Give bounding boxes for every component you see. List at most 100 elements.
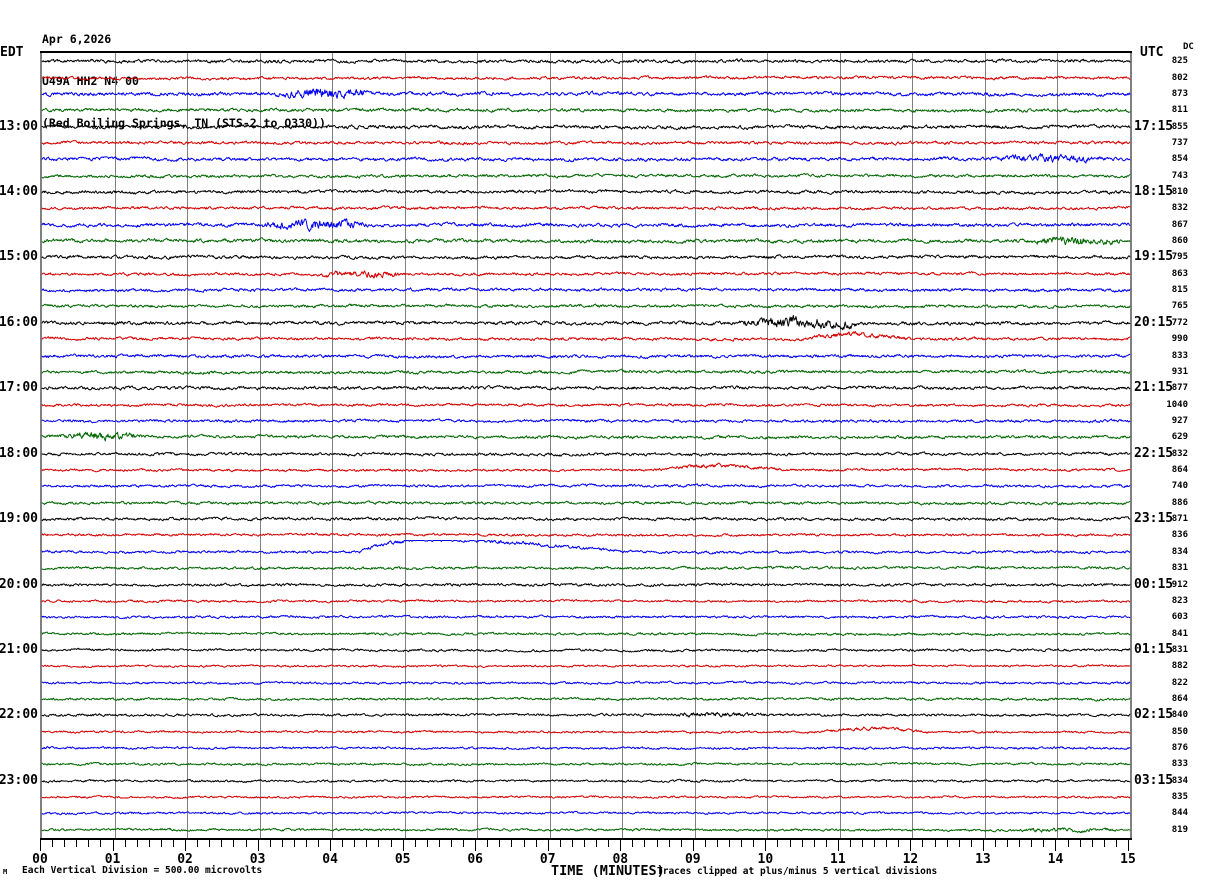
dc-value: 815 [1171, 285, 1188, 296]
left-timezone-label: EDT [0, 45, 24, 60]
edt-time-label: 17:00 [0, 380, 38, 396]
x-tick-minor [148, 840, 150, 847]
dc-value: 740 [1171, 481, 1188, 492]
x-tick-minor [1079, 840, 1081, 847]
dc-value: 833 [1171, 759, 1188, 770]
dc-value: 840 [1171, 710, 1188, 721]
utc-time-label: 23:15 [1134, 511, 1174, 527]
x-tick-label: 05 [394, 852, 411, 867]
seismic-trace [41, 254, 1131, 294]
x-tick-minor [1067, 840, 1069, 847]
x-tick-label: 06 [467, 852, 484, 867]
seismic-trace [41, 139, 1131, 179]
x-tick-minor [76, 840, 78, 847]
x-tick-minor [305, 840, 307, 847]
x-tick-minor [378, 840, 380, 847]
x-tick-minor [523, 840, 525, 847]
x-tick-label: 09 [684, 852, 701, 867]
x-tick-minor [934, 840, 936, 847]
x-tick-minor [233, 840, 235, 847]
gridline-minute-03 [259, 53, 261, 838]
dc-value: 834 [1171, 775, 1188, 786]
x-tick-label: 15 [1120, 852, 1136, 867]
x-axis-ticks [40, 840, 1129, 852]
seismic-trace [41, 205, 1131, 245]
x-tick-minor [608, 840, 610, 847]
seismic-trace [41, 515, 1131, 555]
edt-time-label: 21:00 [0, 641, 38, 657]
seismic-trace [41, 646, 1131, 686]
edt-time-label: 16:00 [0, 314, 38, 330]
x-tick-label: 14 [1047, 852, 1064, 867]
seismic-trace [41, 565, 1131, 605]
dc-value: 795 [1171, 252, 1188, 263]
utc-time-label: 21:15 [1134, 380, 1174, 396]
seismogram-plot-area[interactable] [40, 53, 1132, 838]
dc-value: 823 [1171, 595, 1188, 606]
edt-time-label: 23:00 [0, 772, 38, 788]
x-tick-minor [535, 840, 537, 847]
x-tick-minor [584, 840, 585, 847]
gridline-minute-11 [839, 53, 841, 838]
x-tick-minor [680, 840, 682, 847]
x-tick-minor [753, 840, 755, 847]
seismic-trace [41, 172, 1131, 212]
x-tick-minor [946, 840, 948, 847]
clipping-note: Traces clipped at plus/minus 5 vertical … [657, 866, 938, 877]
dc-value: 629 [1171, 432, 1188, 443]
seismic-trace [41, 74, 1131, 114]
x-tick-minor [1091, 840, 1093, 847]
edt-time-label: 13:00 [0, 118, 38, 134]
x-tick-minor [511, 840, 513, 847]
x-tick-major [40, 840, 41, 851]
seismic-trace [41, 434, 1131, 474]
gridline-minute-12 [912, 53, 914, 838]
utc-time-label: 17:15 [1134, 118, 1174, 134]
seismic-trace [41, 319, 1131, 359]
seismic-trace [41, 630, 1131, 670]
x-tick-minor [656, 840, 658, 847]
x-tick-label: 02 [177, 852, 193, 867]
gridline-minute-06 [477, 53, 479, 838]
x-tick-major [910, 840, 912, 851]
x-tick-minor [124, 840, 126, 847]
x-tick-major [547, 840, 549, 851]
seismic-trace [41, 695, 1131, 735]
x-tick-minor [922, 840, 924, 847]
x-tick-minor [1043, 840, 1045, 847]
utc-time-label: 18:15 [1134, 184, 1174, 199]
seismic-trace [41, 728, 1131, 768]
x-tick-minor [777, 840, 779, 847]
x-tick-minor [1115, 840, 1117, 847]
right-timezone-label: UTC [1140, 45, 1164, 60]
x-tick-minor [970, 840, 972, 847]
gridline-minute-02 [187, 53, 189, 838]
edt-time-label: 18:00 [0, 445, 38, 461]
dc-value: 811 [1171, 105, 1188, 116]
x-tick-minor [366, 840, 368, 847]
dc-value: 873 [1171, 88, 1188, 99]
x-tick-minor [995, 840, 997, 847]
seismic-trace [41, 401, 1131, 441]
seismic-trace [41, 303, 1131, 343]
x-tick-minor [741, 840, 743, 847]
x-tick-minor [1031, 840, 1033, 847]
dc-value: 831 [1171, 563, 1188, 574]
x-tick-minor [414, 840, 416, 847]
x-tick-minor [438, 840, 440, 847]
gridline-minute-04 [332, 53, 334, 838]
x-tick-major [982, 840, 984, 851]
dc-value: 882 [1171, 661, 1188, 672]
x-tick-minor [463, 840, 465, 847]
seismic-trace [41, 58, 1131, 98]
seismic-trace [41, 548, 1131, 588]
x-tick-minor [100, 840, 102, 847]
seismic-trace [41, 188, 1131, 228]
seismic-trace [41, 352, 1131, 392]
x-tick-minor [596, 840, 598, 847]
x-tick-minor [668, 840, 670, 847]
dc-value: 833 [1171, 350, 1188, 361]
x-tick-label: 11 [830, 852, 846, 867]
dc-value: 772 [1171, 317, 1188, 328]
x-tick-minor [160, 840, 162, 847]
